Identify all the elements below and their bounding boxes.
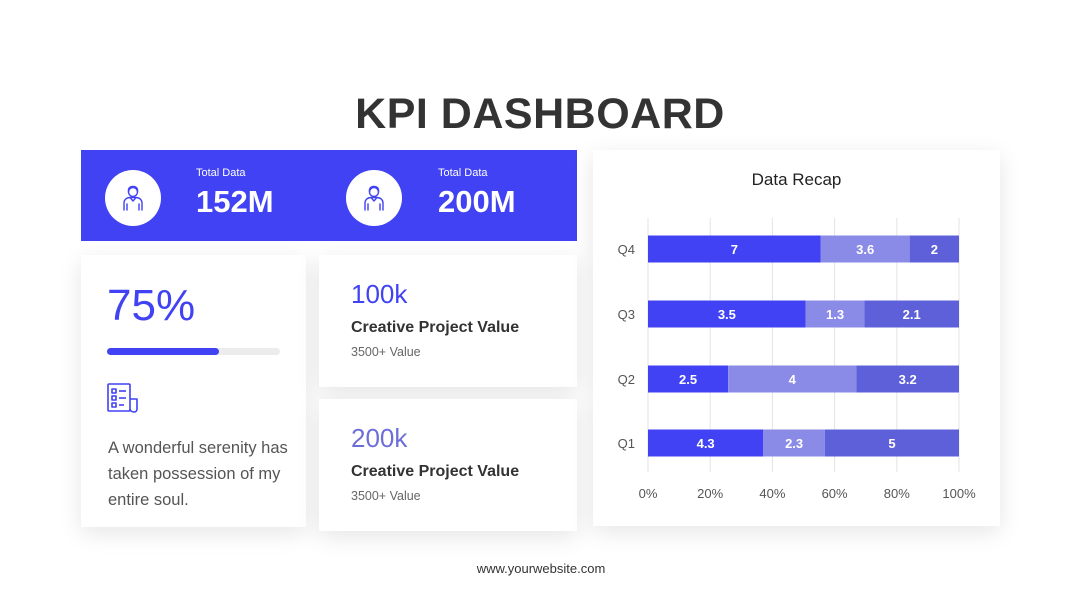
- value-card-title: Creative Project Value: [351, 319, 520, 336]
- bar-segment: [648, 365, 729, 393]
- bar-segment: [856, 365, 959, 393]
- stat-label: Total Data: [438, 167, 488, 179]
- data-label: 3.2: [899, 372, 917, 387]
- x-tick-label: 40%: [759, 486, 785, 501]
- value-card-subtitle: 3500+ Value: [351, 345, 421, 359]
- bar-segment: [648, 235, 821, 263]
- value-card-2: 200k Creative Project Value 3500+ Value: [319, 399, 577, 531]
- data-label: 2: [931, 242, 938, 257]
- progress-track: [107, 348, 280, 355]
- data-label: 7: [731, 242, 738, 257]
- value-card-subtitle: 3500+ Value: [351, 489, 421, 503]
- bar-segment: [820, 235, 910, 263]
- stat-label: Total Data: [196, 167, 246, 179]
- bar-segment: [864, 300, 959, 328]
- bar-segment: [805, 300, 865, 328]
- bar-segment: [728, 365, 857, 393]
- x-tick-label: 60%: [822, 486, 848, 501]
- data-label: 2.3: [785, 436, 803, 451]
- chart-title: Data Recap: [751, 170, 842, 189]
- x-tick-label: 20%: [697, 486, 723, 501]
- y-tick-label: Q1: [618, 436, 635, 451]
- y-tick-label: Q2: [618, 372, 635, 387]
- stacked-bar-chart: 0% 20% 40% 60% 80% 100% Q4 7 3.6 2 Q3 3.5 1.3 2.1 Q2 2.…: [618, 218, 976, 501]
- bar-segment: [763, 429, 825, 457]
- data-label: 1.3: [826, 307, 844, 322]
- value-card-value: 200k: [351, 423, 408, 453]
- value-card-1: 100k Creative Project Value 3500+ Value: [319, 255, 577, 387]
- x-tick-label: 100%: [942, 486, 976, 501]
- website-link[interactable]: www.yourwebsite.com: [476, 561, 606, 576]
- document-list-icon: [106, 382, 140, 419]
- page-title: KPI DASHBOARD: [355, 90, 725, 138]
- bar-segment: [648, 300, 806, 328]
- users-icon: [346, 170, 402, 226]
- data-label: 2.5: [679, 372, 697, 387]
- bar-segment: [909, 235, 959, 263]
- data-label: 4: [789, 372, 797, 387]
- data-label: 2.1: [903, 307, 921, 322]
- data-label: 4.3: [697, 436, 715, 451]
- x-tick-label: 80%: [884, 486, 910, 501]
- progress-fill: [107, 348, 220, 355]
- y-tick-label: Q3: [618, 307, 635, 322]
- stat-value: 200M: [438, 184, 516, 219]
- stat-value: 152M: [196, 184, 274, 219]
- value-card-value: 100k: [351, 279, 408, 309]
- data-label: 3.5: [718, 307, 736, 322]
- value-card-title: Creative Project Value: [351, 463, 520, 480]
- bar-segment: [824, 429, 959, 457]
- chart-card: Data Recap 0% 20% 40% 60% 80% 100% Q4 7 3.6 2 Q3 3.…: [593, 150, 1000, 526]
- progress-card: 75% A wonderful serenity has taken posse…: [81, 255, 306, 527]
- y-tick-label: Q4: [618, 242, 635, 257]
- x-tick-label: 0%: [639, 486, 658, 501]
- progress-description: A wonderful serenity has taken possessio…: [108, 439, 288, 509]
- data-label: 5: [888, 436, 895, 451]
- progress-percent: 75%: [107, 281, 196, 330]
- users-icon: [105, 170, 161, 226]
- bar-segment: [648, 429, 764, 457]
- data-label: 3.6: [856, 242, 874, 257]
- kpi-banner: Total Data 152M Total Data 200M: [81, 150, 577, 241]
